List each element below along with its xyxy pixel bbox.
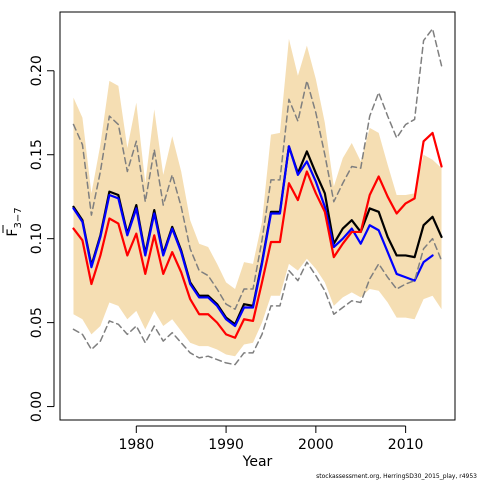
y-axis-title-text: F3−7 [5,207,24,236]
confidence-band [73,38,442,357]
y-tick-label: 0.05 [29,307,45,338]
y-axis: 0.00 0.05 0.10 0.15 0.20 [29,55,55,422]
x-tick-label: 2010 [388,437,424,453]
series-line-4 [72,28,443,310]
x-tick-label: 2000 [298,437,334,453]
series-line-2 [72,145,434,328]
credit-text: stockassessment.org, HerringSD30_2015_pl… [316,473,477,480]
y-tick-label: 0.20 [29,55,45,86]
x-axis-title: Year [242,454,273,470]
y-tick-label: 0.00 [29,391,45,422]
series-line-5 [72,237,443,366]
y-axis-title: F3−7 [2,207,24,237]
confidence-band-layer [73,38,442,357]
plot-frame [59,11,456,421]
x-axis: 1980 1990 2000 2010 [118,425,424,453]
series-layer [72,28,443,366]
series-line-3 [72,131,443,339]
x-tick-label: 1980 [118,437,154,453]
x-tick-label: 1990 [208,437,244,453]
y-tick-label: 0.15 [29,139,45,170]
y-tick-label: 0.10 [29,223,45,254]
y-axis-title-subscript: 3−7 [13,207,24,228]
y-axis-title-base: F [5,229,21,237]
